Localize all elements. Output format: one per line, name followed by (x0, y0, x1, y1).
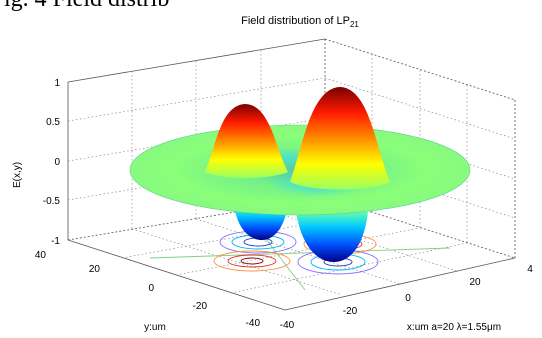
figure-caption-fragment: ig. 4 Field distrib (4, 0, 304, 13)
y-tick-label: 20 (89, 264, 101, 275)
y-tick-labels: 40 20 0 -20 -40 (35, 250, 261, 329)
valley-lobe-right (296, 212, 368, 262)
x-axis-label: x:um a=20 λ=1.55μm (407, 322, 501, 333)
x-tick-label: -40 (280, 320, 295, 331)
y-tick-label: 0 (148, 283, 154, 294)
peak-lobe-right (290, 87, 390, 190)
y-tick-label: 40 (35, 250, 47, 261)
x-tick-label: 0 (405, 293, 411, 304)
chart-title-subscript: 21 (350, 20, 359, 29)
x-tick-labels: -40 -20 0 20 4 (280, 264, 533, 331)
z-tick-label: -0.5 (43, 196, 61, 207)
box-edge (284, 257, 516, 311)
z-tick-label: -1 (51, 236, 60, 247)
box-edge (324, 38, 516, 101)
x-tick-label: 20 (469, 277, 481, 288)
chart-title: Field distribution of LP21 (241, 15, 359, 29)
y-tick-label: -20 (193, 301, 208, 312)
box-edge (67, 38, 326, 83)
peak-lobe-left (205, 104, 288, 178)
floor-contours (149, 224, 451, 291)
x-tick-label: 4 (527, 264, 533, 275)
z-axis-label: E(x,y) (12, 162, 23, 188)
y-tick-label: -40 (246, 318, 261, 329)
y-axis-label: y:um (144, 322, 166, 333)
x-tick-label: -20 (343, 306, 358, 317)
z-tick-label: 1 (54, 78, 60, 89)
z-tick-label: 0 (54, 157, 60, 168)
z-tick-labels: 1 0.5 0 -0.5 -1 (43, 78, 61, 247)
z-tick-label: 0.5 (46, 117, 60, 128)
